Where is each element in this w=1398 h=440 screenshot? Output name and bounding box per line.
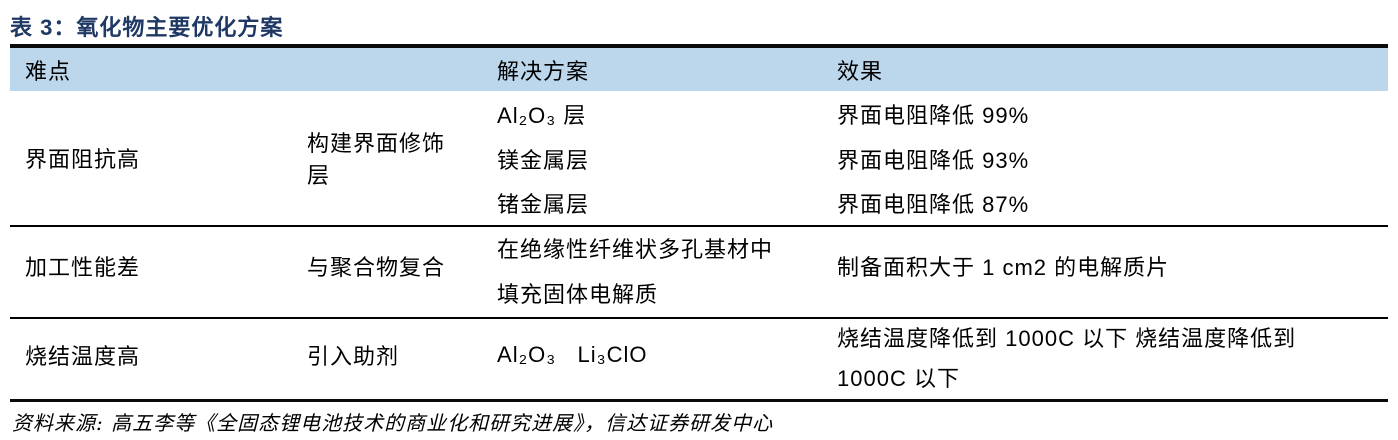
table-row: 烧结温度高 引入助剂 Al₂O₃ Li₃ClO 烧结温度降低到 1000C 以下… (10, 318, 1388, 401)
effect-cell: 界面电阻降低 93% (837, 147, 1030, 173)
table-row: 加工性能差 与聚合物复合 在绝缘性纤维状多孔基材中 填充固体电解质 制备面积大于… (10, 226, 1388, 318)
method-cell: 引入助剂 (307, 343, 400, 369)
table-row: 镁金属层 界面电阻降低 93% (10, 136, 1388, 181)
method-cell: 构建界面修饰 层 (307, 131, 446, 188)
optimization-table: 难点 解决方案 效果 界面阻抗高 构建界面修饰 层 Al₂O₃ 层 界面电阻降低… (10, 44, 1388, 402)
source-note: 资料来源: 高五李等《全固态锂电池技术的商业化和研究进展》，信达证券研发中心 (12, 411, 774, 435)
section-sintering-temperature: 烧结温度高 引入助剂 Al₂O₃ Li₃ClO 烧结温度降低到 1000C 以下… (10, 318, 1388, 401)
solution-cell: 镁金属层 (497, 147, 590, 173)
method-cell: 与聚合物复合 (307, 255, 446, 280)
table-header: 难点 解决方案 效果 (10, 46, 1388, 91)
col-header-difficulty: 难点 (25, 58, 72, 84)
difficulty-cell: 烧结温度高 (25, 343, 141, 369)
effect-cell: 烧结温度降低到 1000C 以下 烧结温度降低到 1000C 以下 (837, 326, 1297, 391)
effect-cell: 界面电阻降低 87% (837, 192, 1030, 217)
col-header-effect: 效果 (837, 58, 884, 84)
solution-cell: Al₂O₃ Li₃ClO (497, 341, 648, 367)
solution-cell: Al₂O₃ 层 (497, 102, 587, 128)
table-title: 表 3：氧化物主要优化方案 (10, 15, 284, 40)
section-interface-impedance: 界面阻抗高 构建界面修饰 层 Al₂O₃ 层 界面电阻降低 99% 镁金属层 界… (10, 91, 1388, 226)
difficulty-cell: 加工性能差 (25, 255, 141, 280)
effect-cell: 制备面积大于 1 cm2 的电解质片 (837, 255, 1170, 280)
table-row: 界面阻抗高 构建界面修饰 层 Al₂O₃ 层 界面电阻降低 99% (10, 91, 1388, 189)
solution-cell: 锗金属层 (497, 192, 590, 217)
col-header-solution: 解决方案 (497, 58, 590, 84)
difficulty-cell: 界面阻抗高 (25, 147, 141, 172)
table-row: 锗金属层 界面电阻降低 87% (10, 181, 1388, 226)
section-processability: 加工性能差 与聚合物复合 在绝缘性纤维状多孔基材中 填充固体电解质 制备面积大于… (10, 226, 1388, 318)
solution-cell: 在绝缘性纤维状多孔基材中 填充固体电解质 (497, 237, 774, 307)
header-row: 难点 解决方案 效果 (10, 46, 1388, 91)
effect-cell: 界面电阻降低 99% (837, 102, 1030, 128)
